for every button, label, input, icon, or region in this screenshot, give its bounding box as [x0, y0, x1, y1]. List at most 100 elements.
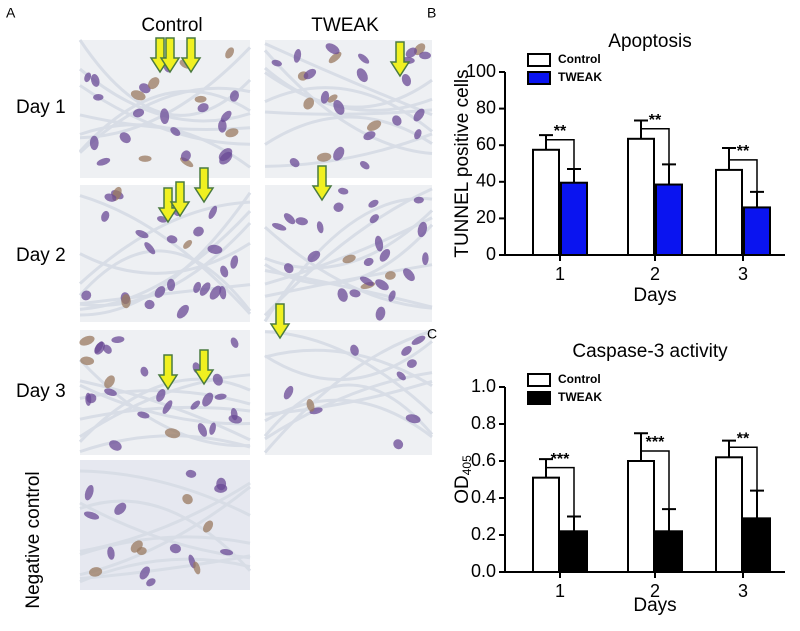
- nucleus: [212, 373, 223, 386]
- nucleus: [349, 289, 361, 298]
- nucleus: [104, 388, 117, 397]
- nucleus: [401, 73, 412, 87]
- x-tick-label: 1: [555, 264, 565, 284]
- arrow: [157, 187, 179, 224]
- nucleus: [218, 148, 233, 161]
- arrow: [157, 354, 179, 391]
- nucleus: [306, 398, 315, 412]
- fiber: [263, 383, 434, 438]
- nucleus: [154, 286, 166, 298]
- nucleus: [337, 288, 348, 302]
- fiber: [79, 191, 252, 317]
- nucleus: [413, 108, 425, 122]
- fiber: [79, 383, 251, 426]
- fiber: [264, 263, 433, 298]
- nucleus: [137, 411, 150, 419]
- nucleus: [202, 520, 214, 533]
- nucleus: [109, 440, 122, 451]
- nucleus: [363, 131, 376, 141]
- chart-title: Caspase-3 activity: [572, 341, 728, 362]
- fiber: [79, 194, 252, 315]
- nucleus: [388, 290, 396, 302]
- significance-bracket: [545, 466, 575, 530]
- nucleus: [417, 221, 428, 238]
- significance-label: **: [554, 123, 567, 140]
- nucleus: [220, 110, 232, 123]
- nucleus: [207, 244, 223, 255]
- nucleus: [102, 344, 112, 354]
- nucleus: [156, 389, 166, 402]
- fiber: [264, 115, 433, 146]
- significance-label: ***: [551, 451, 570, 468]
- arrow: [193, 349, 215, 386]
- nucleus: [194, 95, 207, 103]
- fiber: [264, 132, 433, 168]
- nucleus: [328, 51, 342, 64]
- nucleus: [327, 94, 338, 103]
- y-axis-label-subscript: 405: [460, 455, 474, 475]
- nucleus: [358, 53, 370, 64]
- nucleus: [230, 255, 239, 269]
- nucleus: [146, 578, 156, 587]
- nucleus: [89, 567, 103, 577]
- x-axis-label: Days: [633, 595, 676, 616]
- nucleus: [164, 428, 181, 439]
- nucleus: [283, 263, 294, 274]
- y-tick-label: 0: [486, 244, 496, 264]
- nucleus: [363, 257, 374, 267]
- nucleus: [160, 108, 170, 125]
- nucleus: [167, 278, 176, 292]
- nucleus: [130, 540, 143, 553]
- nucleus: [295, 217, 308, 226]
- y-tick-label: 1.0: [471, 376, 496, 396]
- nucleus: [170, 127, 181, 137]
- arrow: [311, 165, 333, 202]
- legend-label: TWEAK: [558, 390, 602, 404]
- significance-bracket: [640, 128, 670, 183]
- nucleus: [405, 414, 421, 424]
- nucleus: [413, 196, 424, 204]
- nucleus: [166, 235, 178, 244]
- nucleus: [220, 265, 229, 278]
- fiber: [79, 379, 251, 442]
- column-label: Control: [141, 15, 202, 36]
- nucleus: [135, 229, 149, 239]
- nucleus: [289, 158, 300, 168]
- significance-bracket: [545, 139, 575, 181]
- nucleus: [202, 392, 214, 407]
- nucleus: [79, 335, 95, 346]
- x-axis-label: Days: [633, 285, 676, 306]
- nucleus: [229, 90, 239, 102]
- arrow: [269, 303, 291, 340]
- nucleus: [208, 205, 218, 219]
- bar: [532, 148, 560, 256]
- nucleus: [356, 68, 368, 83]
- fiber: [263, 187, 433, 317]
- nucleus: [368, 199, 379, 208]
- legend-swatch: [527, 53, 551, 67]
- fiber: [79, 241, 251, 275]
- nucleus: [367, 120, 382, 132]
- nucleus: [359, 160, 370, 170]
- nucleus: [375, 306, 386, 321]
- nucleus: [101, 210, 110, 222]
- nucleus: [405, 47, 417, 58]
- nucleus: [374, 235, 384, 252]
- y-tick-label: 20: [476, 207, 496, 227]
- y-tick-label: 0.0: [471, 561, 496, 581]
- arrow: [180, 37, 202, 74]
- bar: [560, 181, 588, 256]
- nucleus: [89, 135, 99, 151]
- nucleus: [209, 285, 222, 300]
- row-label: Negative control: [23, 471, 44, 608]
- nucleus: [403, 268, 415, 282]
- x-tick-label: 1: [555, 581, 565, 601]
- nucleus: [182, 493, 193, 505]
- panel-label: B: [427, 5, 436, 21]
- nucleus: [90, 74, 100, 87]
- nucleus: [401, 346, 412, 356]
- legend-swatch: [527, 71, 551, 85]
- nucleus: [144, 242, 156, 255]
- nucleus: [225, 47, 235, 59]
- significance-label: ***: [646, 434, 665, 451]
